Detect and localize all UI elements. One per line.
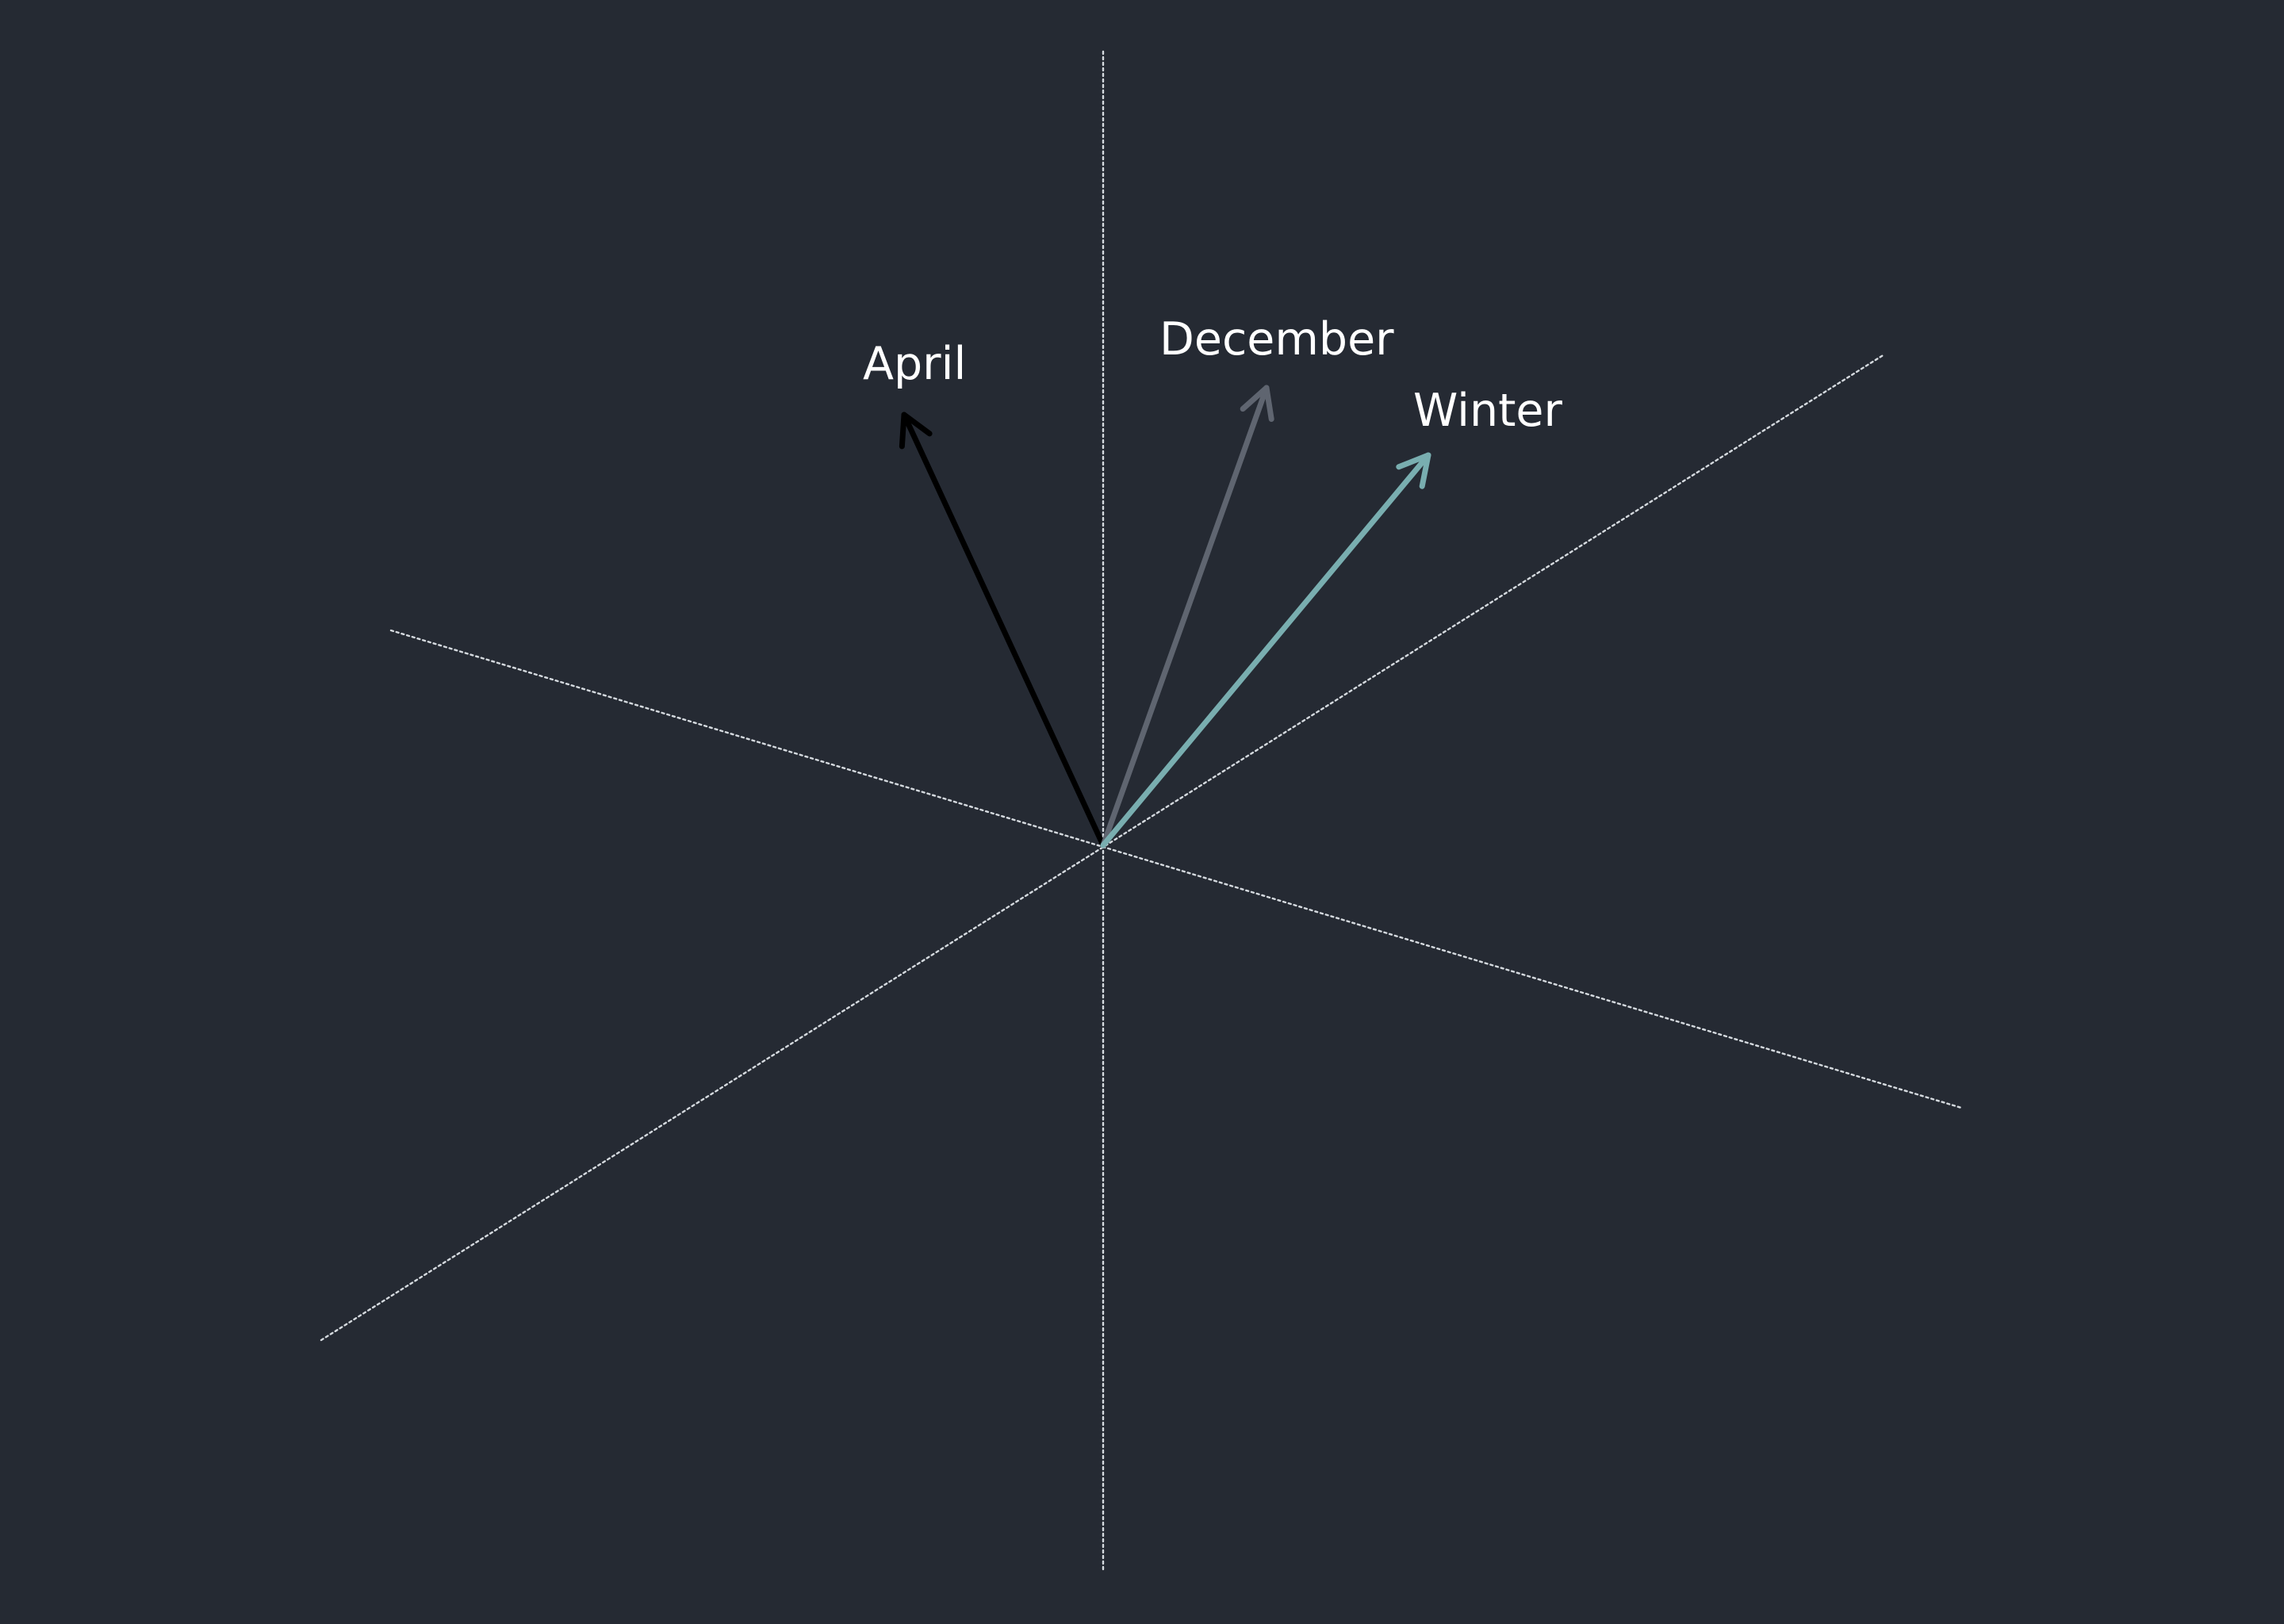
vector-december: December xyxy=(1100,313,1394,848)
vector-april-shaft xyxy=(901,412,1106,848)
vector-april-label: April xyxy=(863,338,966,390)
vector-april-arrowhead xyxy=(899,412,933,450)
vector-winter-label: Winter xyxy=(1413,385,1562,437)
vector-winter-shaft xyxy=(1100,452,1431,848)
vector-april: April xyxy=(863,338,1106,848)
vector-december-label: December xyxy=(1159,313,1394,366)
vector-december-arrowhead xyxy=(1240,385,1274,423)
vector-winter: Winter xyxy=(1100,385,1562,848)
horizontal-axis xyxy=(389,629,1963,1109)
vector-december-shaft xyxy=(1100,385,1270,848)
axes xyxy=(320,50,1963,1574)
vector-winter-arrowhead xyxy=(1396,452,1431,489)
